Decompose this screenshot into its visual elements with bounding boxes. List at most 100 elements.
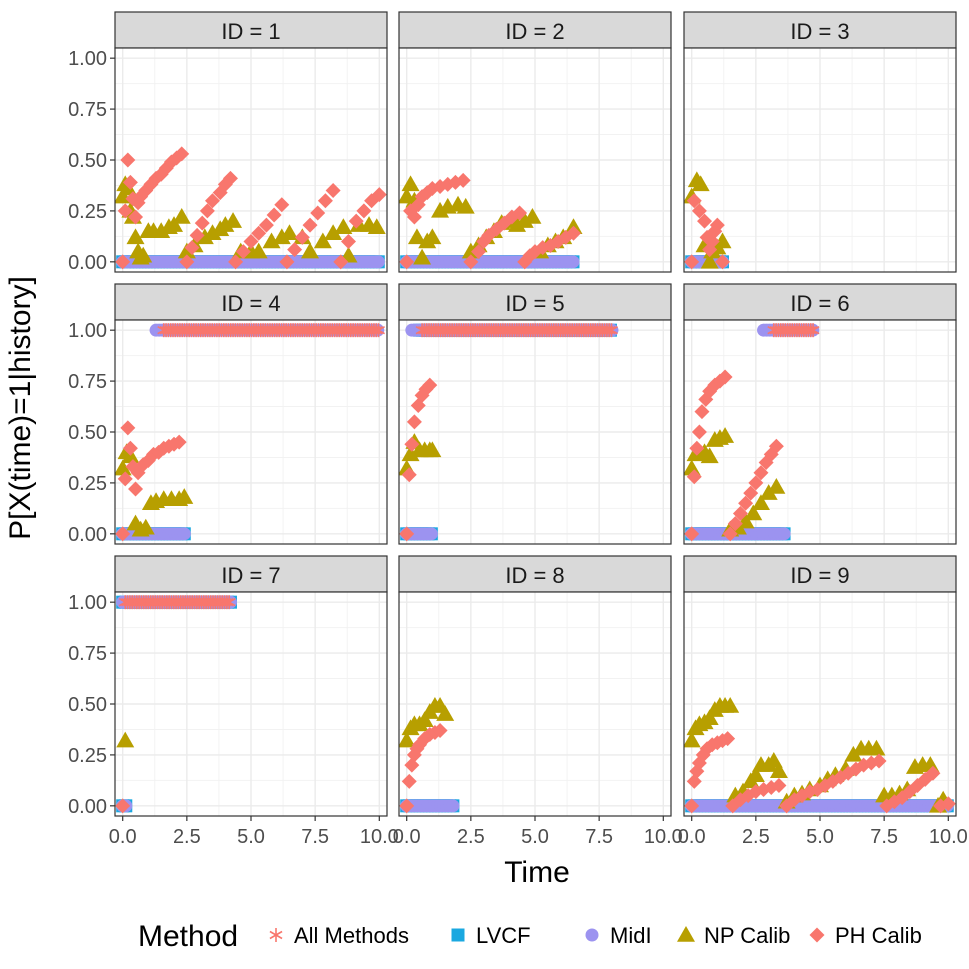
facet-strip-label: ID = 3 [790, 19, 849, 44]
facet-panel: ID = 1 0.00 0.25 0.50 0.75 1.00 [68, 11, 388, 274]
facet-strip-label: ID = 8 [505, 563, 564, 588]
x-tick-label: 7.5 [585, 826, 613, 848]
data-points [684, 171, 732, 270]
ph-calib-point [404, 757, 420, 773]
ph-calib-point [691, 424, 707, 440]
ph-calib-point [722, 526, 738, 542]
y-axis-title: P[X(time)=1|history] [4, 276, 37, 540]
ph-calib-point [714, 254, 730, 270]
x-axis-title: Time [504, 856, 570, 889]
ph-calib-point [404, 436, 420, 452]
y-tick-label: 0.75 [68, 643, 107, 665]
facet-strip [683, 555, 957, 593]
ph-calib-point [333, 254, 349, 270]
np-calib-point [116, 731, 135, 748]
ph-calib-point [925, 765, 941, 781]
midi-point [566, 255, 580, 269]
ph-calib-point [748, 475, 764, 491]
x-tick-label: 5.0 [806, 826, 834, 848]
legend-item: NP Calib [677, 923, 790, 948]
ph-calib-point [401, 773, 417, 789]
facet-strip-label: ID = 6 [790, 291, 849, 316]
ph-calib-point [222, 170, 238, 186]
midi-point [177, 527, 191, 541]
ph-calib-point [684, 254, 700, 270]
legend-item: LVCF [451, 923, 531, 948]
ph-calib-point [686, 773, 702, 789]
facet-strip [398, 11, 672, 49]
np-calib-point [216, 216, 235, 232]
ph-calib-point [432, 722, 448, 738]
y-tick-label: 1.00 [68, 48, 107, 70]
ph-calib-point [709, 217, 725, 233]
np-calib-point [224, 212, 243, 228]
np-calib-point [436, 705, 455, 721]
ph-calib-point [399, 526, 415, 542]
np-calib-point [700, 709, 719, 726]
x-tick-label: 0.0 [678, 826, 706, 848]
np-calib-point [684, 459, 701, 476]
x-tick-label: 2.5 [742, 826, 770, 848]
ph-calib-point [743, 485, 759, 501]
ph-calib-point [697, 213, 713, 229]
np-calib-point [684, 731, 701, 748]
ph-calib-point [348, 213, 364, 229]
np-calib-point [423, 228, 442, 245]
ph-calib-point [753, 465, 769, 481]
legend-label: MidI [610, 923, 652, 948]
np-calib-point [415, 711, 434, 728]
np-calib-point [118, 179, 137, 196]
ph-calib-point [115, 798, 131, 814]
all-methods-point [804, 325, 818, 335]
ph-calib-point [310, 205, 326, 221]
np-calib-point [301, 242, 320, 259]
ph-calib-point [184, 240, 200, 256]
panel-border [398, 319, 672, 545]
all-methods-point [220, 597, 234, 607]
legend-key-np [677, 926, 695, 942]
y-tick-label: 0.75 [68, 99, 107, 121]
y-tick-label: 1.00 [68, 592, 107, 614]
facet-strip [114, 11, 388, 49]
ph-calib-point [341, 233, 357, 249]
np-calib-point [413, 248, 432, 265]
ph-calib-point [401, 467, 417, 483]
np-calib-point [136, 518, 155, 535]
x-tick-label: 7.5 [301, 826, 329, 848]
y-tick-label: 0.75 [68, 371, 107, 393]
legend: Method All Methods LVCF MidI NP Calib PH Cal… [138, 920, 922, 953]
np-calib-point [508, 216, 527, 232]
y-tick-label: 0.25 [68, 473, 107, 495]
ph-calib-point [771, 777, 787, 793]
np-calib-point [126, 228, 145, 245]
facet-strip [683, 283, 957, 321]
np-calib-point [713, 232, 732, 249]
facet-strip-label: ID = 1 [221, 19, 280, 44]
ph-calib-point [122, 174, 138, 190]
x-tick-label: 0.0 [109, 826, 137, 848]
y-tick-label: 0.00 [68, 796, 107, 818]
panel-border [398, 47, 672, 273]
data-points [684, 697, 956, 814]
x-tick-label: 5.0 [521, 826, 549, 848]
facet-panel: ID = 3 [683, 11, 957, 273]
ph-calib-point [251, 225, 267, 241]
np-calib-point [203, 224, 222, 241]
y-tick-label: 1.00 [68, 320, 107, 342]
x-tick-label: 10.0 [929, 826, 968, 848]
ph-calib-point [128, 481, 144, 497]
legend-key-midi [585, 928, 599, 942]
facet-strip [683, 11, 957, 49]
np-calib-point [515, 212, 534, 228]
ph-calib-point [356, 203, 372, 219]
np-calib-point [324, 224, 343, 241]
legend-label: All Methods [294, 923, 409, 948]
panel-border [683, 319, 957, 545]
x-tick-label: 10.0 [360, 826, 399, 848]
np-calib-point [751, 494, 770, 511]
ph-calib-point [768, 438, 784, 454]
ph-calib-point [258, 217, 274, 233]
ph-calib-point [274, 197, 290, 213]
panel-border [683, 47, 957, 273]
np-calib-point [401, 175, 420, 192]
